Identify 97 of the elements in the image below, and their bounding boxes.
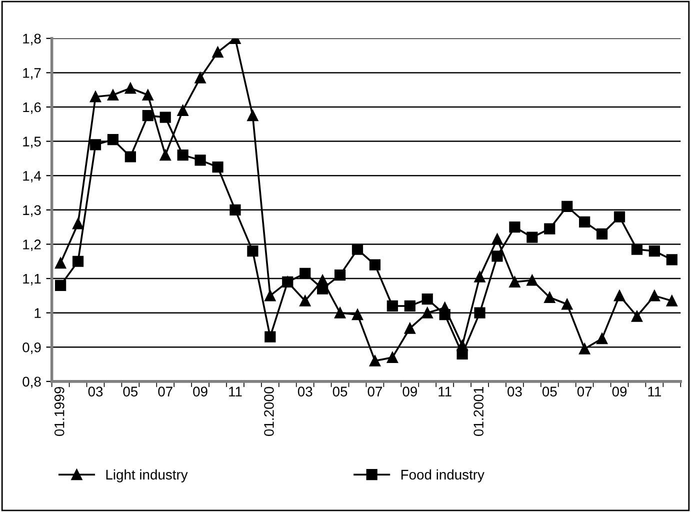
x-tick-label: 01.2000	[264, 386, 274, 436]
point	[142, 89, 154, 101]
x-tick-label: 03	[88, 386, 103, 397]
point	[579, 343, 590, 354]
y-tick-label: 1,1	[23, 274, 41, 286]
point	[107, 134, 119, 146]
point	[230, 204, 241, 216]
y-tick-label: 1,3	[23, 205, 41, 217]
x-tick-label: 07	[577, 386, 592, 397]
point	[614, 290, 626, 302]
point	[55, 258, 66, 269]
point	[160, 112, 171, 123]
point	[300, 295, 311, 306]
point	[648, 290, 660, 302]
point	[631, 310, 643, 322]
point	[562, 200, 573, 212]
x-tick-label: 05	[332, 386, 348, 397]
point	[300, 268, 311, 279]
x-tick-label: 11	[648, 386, 661, 396]
x-tick-label: 07	[158, 386, 172, 397]
point	[264, 290, 276, 302]
point	[509, 276, 520, 288]
x-tick-label: 11	[229, 386, 242, 396]
x-tick-label: 09	[612, 386, 627, 397]
point	[492, 234, 503, 245]
point	[90, 91, 102, 102]
point	[177, 104, 188, 116]
y-tick-label: 1,6	[23, 102, 41, 114]
point	[247, 246, 258, 257]
point	[474, 307, 486, 318]
point	[526, 232, 538, 243]
point	[369, 355, 381, 366]
y-tick-label: 1,5	[23, 136, 41, 148]
point	[579, 216, 590, 228]
point	[456, 340, 468, 351]
point	[404, 300, 416, 312]
x-tick-label: 03	[508, 386, 522, 397]
point	[212, 161, 224, 173]
point	[404, 322, 416, 334]
point	[55, 280, 66, 291]
point	[614, 211, 626, 222]
point	[352, 244, 364, 255]
legend-label: Light industry	[106, 469, 188, 482]
point	[72, 218, 84, 230]
point	[72, 256, 84, 267]
y-tick-label: 1	[34, 308, 41, 318]
point	[160, 149, 171, 161]
y-tick-label: 0,8	[22, 376, 41, 388]
legend-label: Food industry	[401, 469, 484, 482]
x-tick-label: 09	[193, 386, 208, 397]
point	[562, 298, 573, 310]
point	[124, 151, 136, 162]
x-tick-label: 09	[402, 386, 417, 397]
point	[474, 271, 486, 282]
point	[666, 295, 678, 306]
point	[648, 246, 660, 257]
x-tick-label: 01.2001	[474, 386, 484, 436]
point	[194, 72, 206, 84]
point	[509, 222, 520, 233]
y-tick-label: 1,7	[23, 68, 41, 80]
point	[544, 292, 556, 303]
point	[369, 259, 381, 270]
x-tick-label: 03	[298, 386, 312, 397]
point	[386, 300, 398, 312]
point	[526, 274, 538, 286]
y-tick-label: 1,8	[23, 34, 41, 46]
point	[212, 46, 224, 58]
point	[334, 307, 346, 318]
x-tick-label: 11	[438, 386, 452, 396]
point	[177, 149, 188, 161]
point	[107, 89, 119, 101]
point	[386, 352, 398, 363]
y-tick-label: 1,4	[23, 171, 42, 182]
point	[194, 154, 206, 166]
point	[422, 307, 433, 318]
x-tick-label: 01.1999	[54, 386, 64, 436]
point	[422, 294, 433, 305]
point	[596, 333, 608, 344]
point	[596, 228, 608, 240]
point	[317, 274, 328, 286]
point	[352, 308, 364, 320]
point	[264, 331, 276, 342]
point	[334, 270, 346, 281]
point	[124, 82, 136, 94]
point	[142, 110, 154, 122]
point	[666, 254, 678, 266]
x-tick-label: 05	[123, 386, 138, 397]
y-tick-label: 1,2	[23, 240, 41, 252]
point	[247, 110, 258, 122]
point	[492, 250, 503, 262]
point	[90, 139, 102, 150]
point	[631, 244, 643, 255]
x-tick-label: 05	[542, 386, 557, 397]
point	[439, 302, 450, 314]
x-tick-label: 07	[368, 386, 382, 397]
y-tick-label: 0,9	[22, 342, 41, 354]
point	[544, 223, 556, 234]
